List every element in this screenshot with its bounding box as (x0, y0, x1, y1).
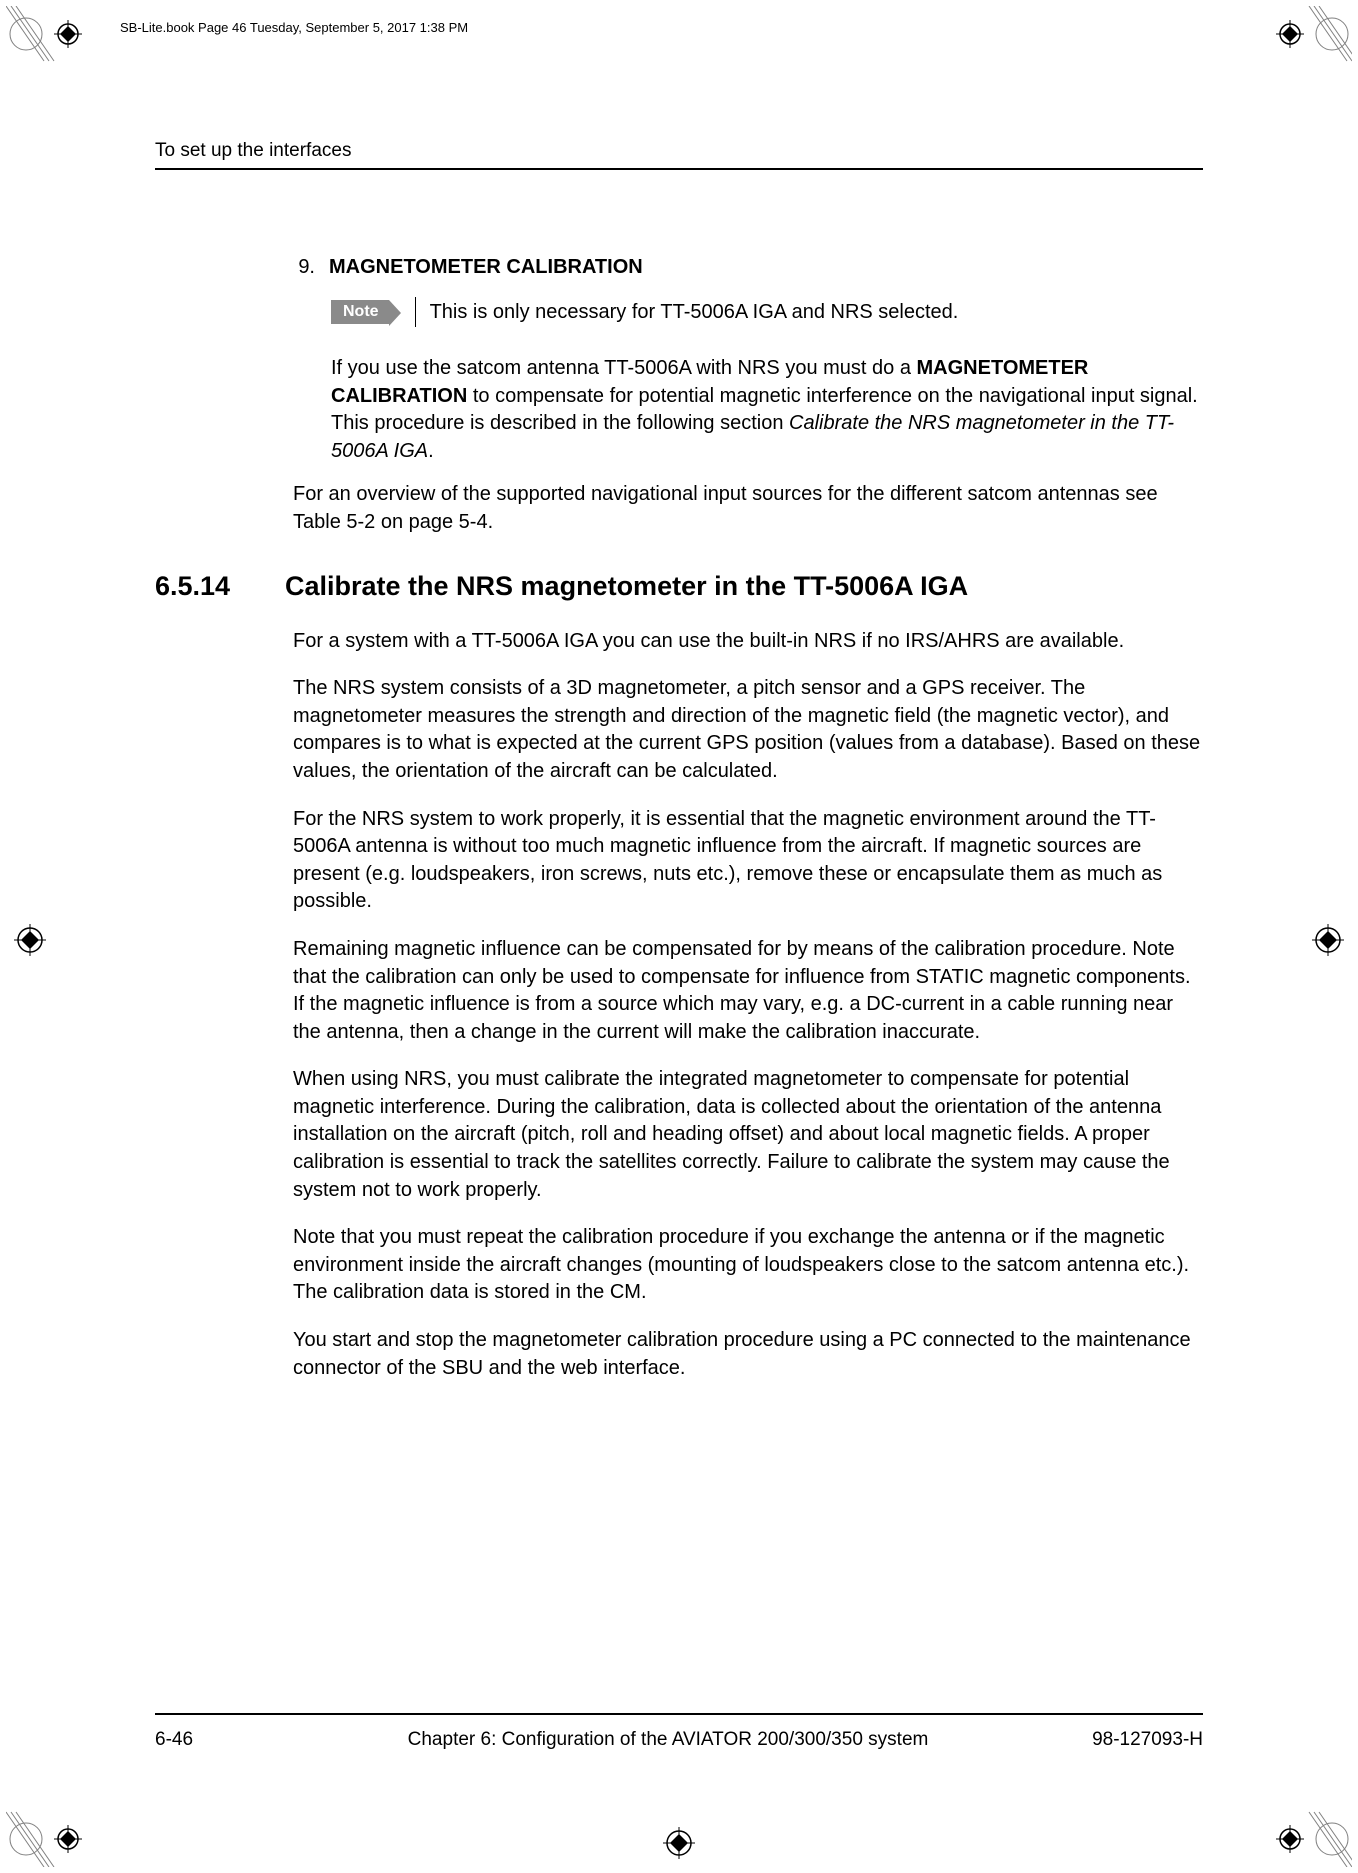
header-rule (155, 168, 1203, 170)
crop-mark-top-right (1272, 6, 1352, 66)
crop-mark-bottom-left (6, 1807, 86, 1867)
crop-mark-right (1308, 920, 1348, 960)
crop-mark-top-left (6, 6, 86, 66)
body-paragraph-3: For the NRS system to work properly, it … (293, 806, 1203, 916)
step-body: If you use the satcom antenna TT-5006A w… (331, 355, 1203, 465)
section-title: Calibrate the NRS magnetometer in the TT… (285, 571, 968, 602)
page-meta-text: SB-Lite.book Page 46 Tuesday, September … (120, 20, 468, 35)
body-paragraph-4: Remaining magnetic influence can be comp… (293, 936, 1203, 1046)
page-meta: SB-Lite.book Page 46 Tuesday, September … (120, 20, 468, 35)
body-paragraph-5: When using NRS, you must calibrate the i… (293, 1066, 1203, 1204)
footer-rule (155, 1713, 1203, 1715)
footer-chapter: Chapter 6: Configuration of the AVIATOR … (293, 1729, 1043, 1751)
step-title: MAGNETOMETER CALIBRATION (329, 256, 643, 279)
note-text: This is only necessary for TT-5006A IGA … (430, 301, 959, 324)
note-separator (415, 297, 416, 327)
body-paragraph-7: You start and stop the magnetometer cali… (293, 1327, 1203, 1382)
crop-mark-bottom-right (1272, 1807, 1352, 1867)
footer-page-number: 6-46 (155, 1729, 293, 1751)
footer-doc-number: 98-127093-H (1043, 1729, 1203, 1751)
crop-mark-bottom-center (659, 1823, 699, 1863)
crop-mark-left (10, 920, 50, 960)
body-paragraph-1: For a system with a TT-5006A IGA you can… (293, 628, 1203, 656)
section-number: 6.5.14 (155, 571, 255, 602)
step-number: 9. (293, 256, 315, 279)
body-paragraph-6: Note that you must repeat the calibratio… (293, 1224, 1203, 1307)
running-head: To set up the interfaces (155, 140, 1203, 162)
step-body-pre: If you use the satcom antenna TT-5006A w… (331, 357, 917, 379)
step-body-post: . (428, 440, 434, 462)
body-paragraph-2: The NRS system consists of a 3D magnetom… (293, 675, 1203, 785)
note-badge: Note (331, 300, 389, 324)
overview-paragraph: For an overview of the supported navigat… (293, 481, 1203, 536)
